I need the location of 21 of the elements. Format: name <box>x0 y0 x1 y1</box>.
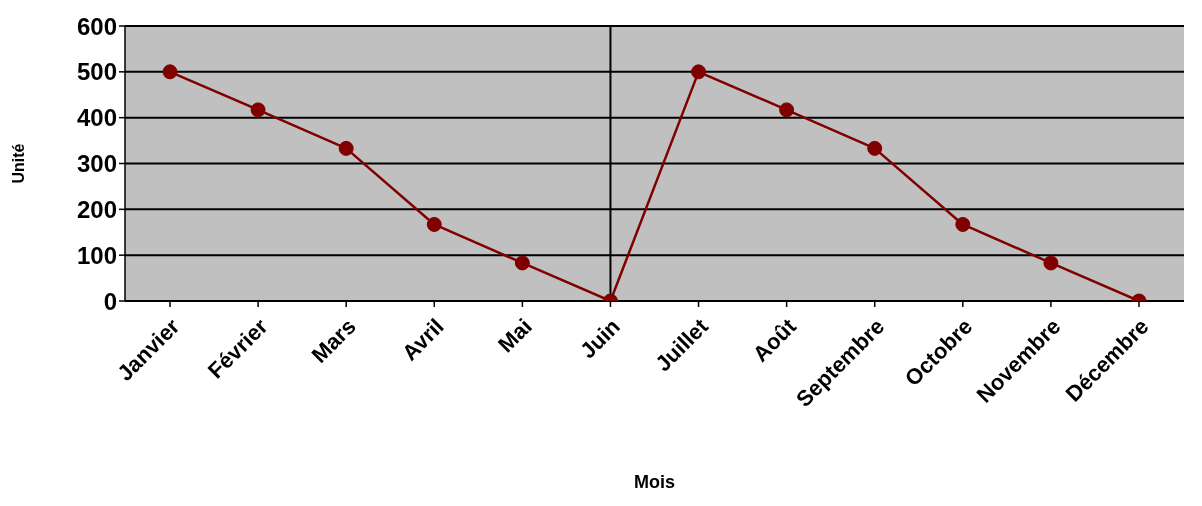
y-tick-label: 500 <box>76 58 117 86</box>
point <box>779 102 795 118</box>
point <box>162 64 178 80</box>
point <box>250 102 266 118</box>
y-axis-title: Unité <box>9 143 27 184</box>
y-tick-label: 300 <box>76 150 117 178</box>
y-tick-label: 600 <box>76 12 117 40</box>
x-tick-label: Juin <box>575 313 625 364</box>
point <box>691 64 707 80</box>
point <box>1043 255 1059 271</box>
point <box>955 216 971 232</box>
x-tick-label: Mai <box>493 313 537 358</box>
y-tick-label: 400 <box>76 104 117 132</box>
y-tick-label: 100 <box>76 241 117 269</box>
y-tick-label: 200 <box>76 195 117 223</box>
point <box>338 140 354 156</box>
point <box>514 255 530 271</box>
point <box>426 216 442 232</box>
y-tick-label: 0 <box>103 287 117 315</box>
x-axis-title: Mois <box>633 472 676 492</box>
point <box>867 140 883 156</box>
